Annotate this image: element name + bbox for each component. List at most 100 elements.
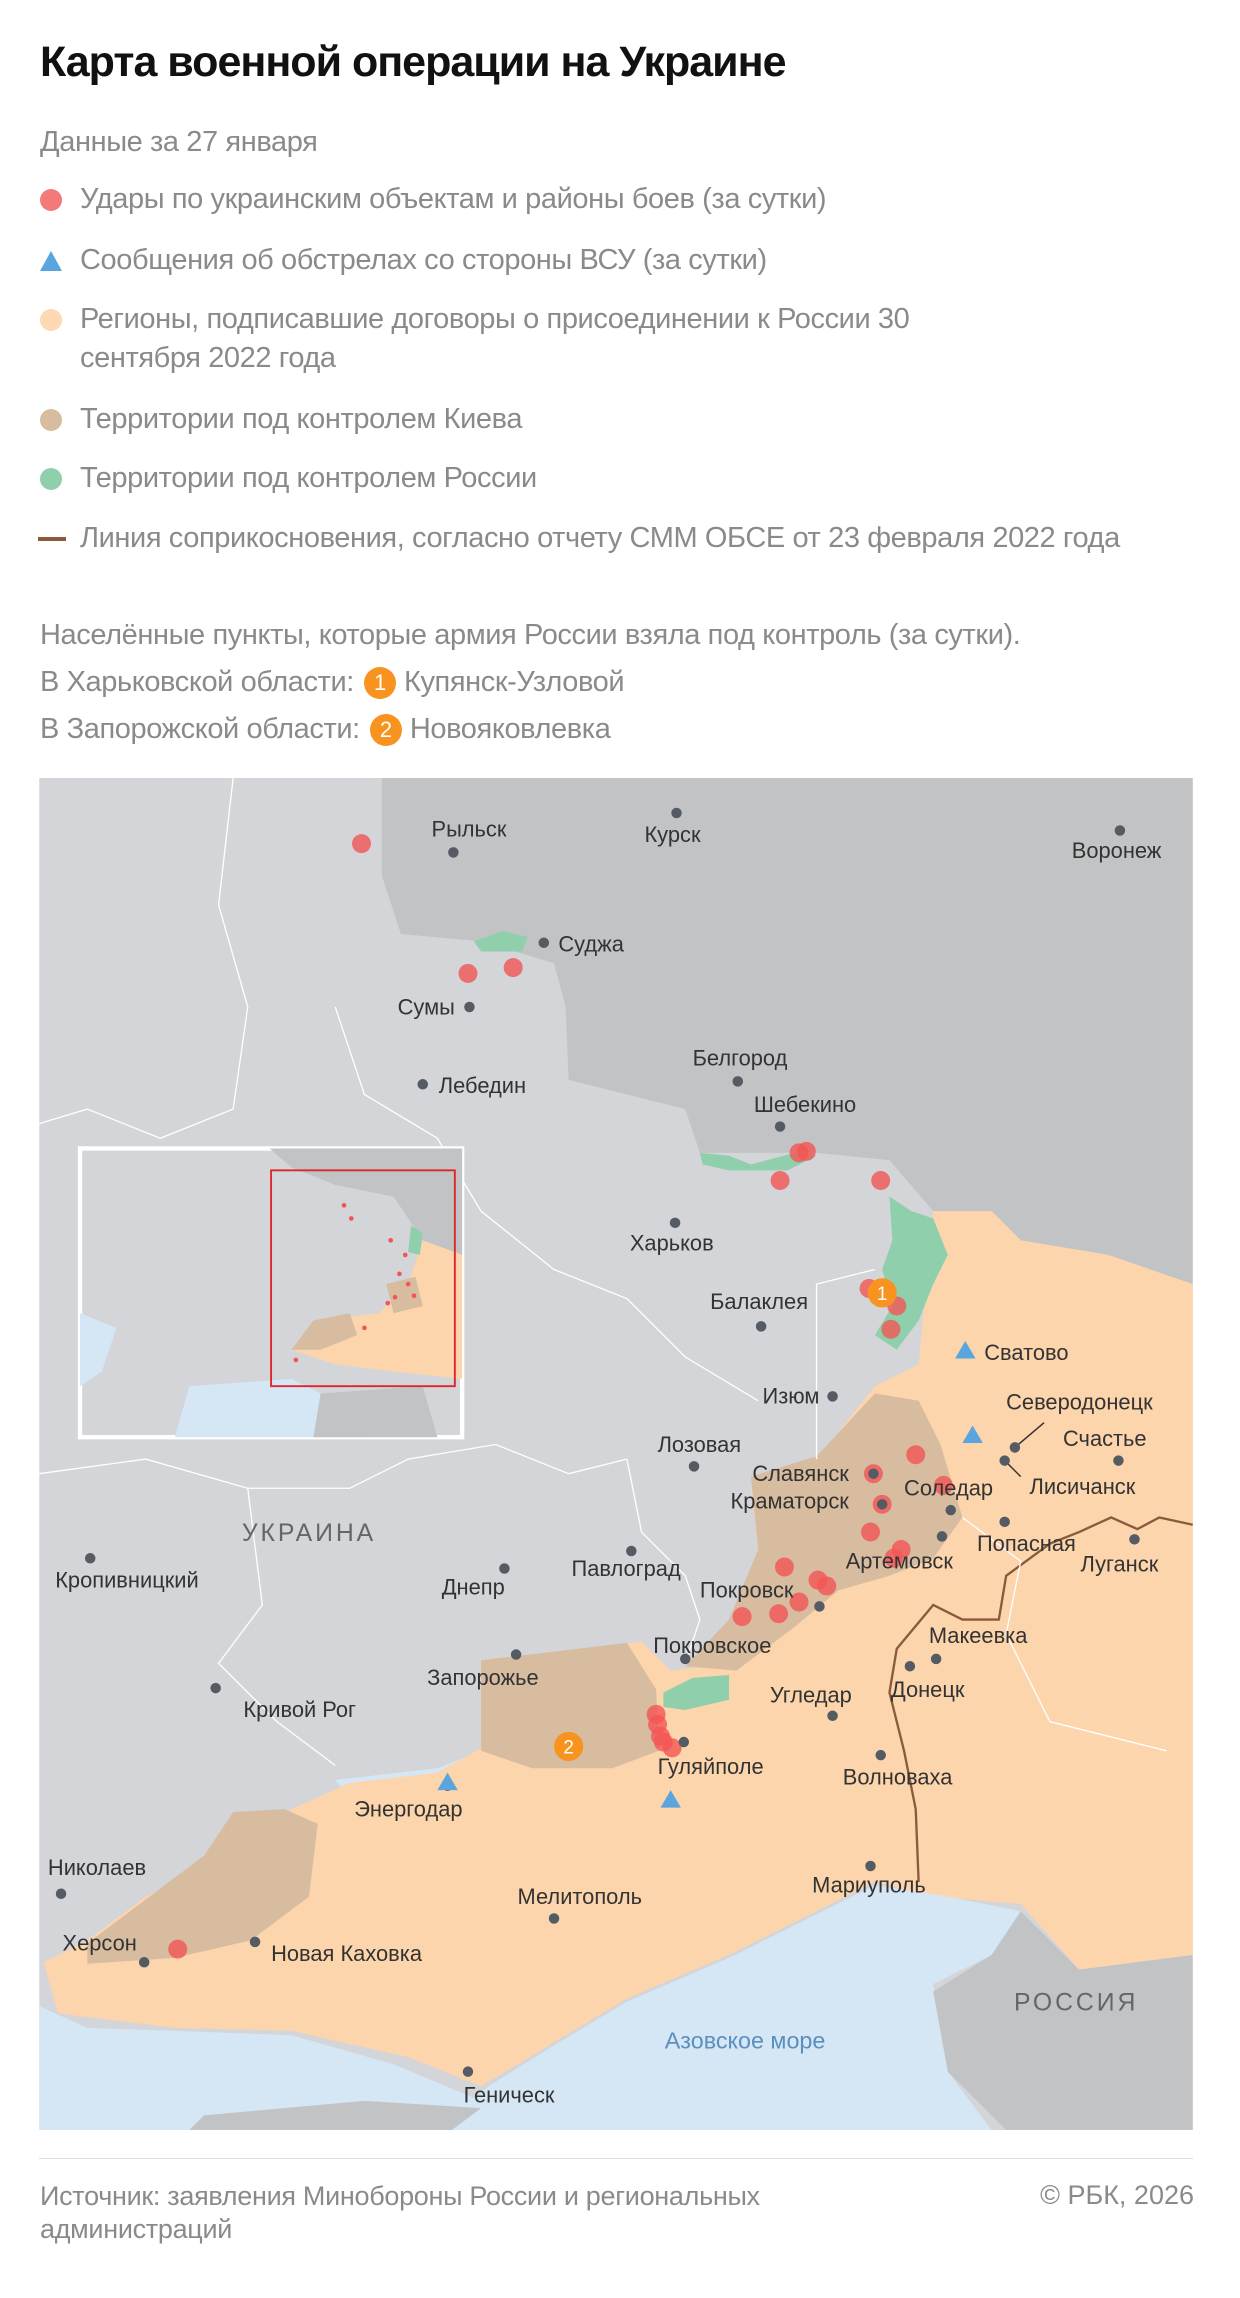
city-dot (669, 1217, 681, 1229)
strike-marker[interactable] (884, 1548, 904, 1568)
city-label[interactable]: Белгород (693, 1045, 788, 1070)
legend-kyiv: Территории под контролем Киева (40, 400, 1190, 439)
city-dot (827, 1710, 838, 1722)
city-label[interactable]: Суджа (558, 932, 624, 957)
city-dot (999, 1516, 1010, 1528)
city-label[interactable]: Мелитополь (518, 1884, 642, 1909)
city-label[interactable]: Мариуполь (812, 1872, 926, 1897)
city-label[interactable]: Воронеж (1072, 838, 1162, 863)
shelling-triangle[interactable] (660, 1790, 681, 1808)
inset-highlight-frame (270, 1169, 456, 1388)
city-label[interactable]: Николаев (48, 1855, 146, 1880)
leader-line (1014, 1422, 1045, 1448)
date-subtitle: Данные за 27 января (40, 126, 318, 158)
city-label[interactable]: Покровское (653, 1633, 771, 1658)
city-label[interactable]: Херсон (63, 1931, 137, 1956)
city-label[interactable]: Краматорск (730, 1489, 849, 1514)
strike-marker[interactable] (352, 834, 371, 854)
city-label[interactable]: Павлоград (572, 1556, 681, 1581)
russia-area (381, 778, 1193, 1285)
russia-east-area (933, 1911, 1193, 2130)
strike-marker[interactable] (861, 1522, 880, 1542)
region-borders (39, 778, 1167, 1766)
city-label[interactable]: Счастье (1063, 1426, 1147, 1451)
strike-marker[interactable] (503, 958, 523, 978)
city-dot (1114, 825, 1126, 836)
city-label[interactable]: Энергодар (354, 1796, 462, 1821)
city-dot (548, 1913, 560, 1924)
city-label[interactable]: Запорожье (427, 1665, 539, 1690)
city-label[interactable]: Макеевка (929, 1623, 1028, 1648)
shelling-triangle[interactable] (955, 1340, 976, 1359)
strike-marker[interactable] (774, 1557, 794, 1577)
city-label[interactable]: Северодонецк (1006, 1390, 1153, 1415)
city-dot (1113, 1455, 1124, 1466)
captured-marker[interactable] (867, 1278, 897, 1308)
city-label[interactable]: Покровск (700, 1578, 794, 1603)
strike-marker[interactable] (817, 1576, 837, 1596)
city-dot (814, 1601, 825, 1612)
captured-marker-number: 2 (563, 1738, 574, 1759)
russia-control-sudzha (473, 931, 528, 952)
shelling-triangle[interactable] (962, 1425, 983, 1444)
city-label[interactable]: Соледар (904, 1476, 993, 1501)
city-dot (499, 1563, 510, 1574)
legend-label: Регионы, подписавшие договоры о присоеди… (80, 303, 910, 374)
city-label[interactable]: Лисичанск (1029, 1474, 1135, 1499)
city-label[interactable]: Луганск (1081, 1551, 1159, 1576)
city-label[interactable]: Попасная (977, 1531, 1076, 1556)
inset-map (77, 1146, 465, 1440)
city-dot (688, 1461, 700, 1472)
kyiv-control-zaporizhzhia (481, 1642, 660, 1769)
city-label[interactable]: Рыльск (432, 816, 507, 841)
city-label[interactable]: Днепр (442, 1575, 505, 1600)
city-dot (868, 1468, 879, 1479)
strike-marker[interactable] (881, 1319, 901, 1339)
map[interactable]: Рыльск Курск Воронеж Суджа Сумы Лебедин Белгор… (39, 778, 1193, 2130)
city-label[interactable]: Курск (644, 822, 701, 847)
captured-marker-number: 1 (877, 1284, 888, 1305)
strike-marker[interactable] (662, 1738, 682, 1758)
strike-marker[interactable] (789, 1592, 809, 1612)
strike-marker[interactable] (933, 1475, 953, 1495)
city-label[interactable]: Донецк (891, 1677, 965, 1702)
azov-sea-label: Азовское море (665, 2027, 826, 2053)
legend-label: Сообщения об обстрелах со стороны ВСУ (з… (80, 244, 767, 276)
city-dot (876, 1499, 888, 1510)
city-label[interactable]: Изюм (763, 1384, 820, 1409)
strike-marker[interactable] (796, 1141, 816, 1161)
city-label[interactable]: Сумы (398, 994, 455, 1019)
shelling-triangle[interactable] (437, 1772, 458, 1791)
city-label[interactable]: Сватово (984, 1340, 1068, 1365)
strike-marker[interactable] (906, 1445, 926, 1465)
brown-circle-icon (40, 409, 62, 431)
city-dot (999, 1455, 1010, 1466)
city-label[interactable]: Артемовск (846, 1548, 954, 1573)
strike-marker[interactable] (770, 1171, 790, 1191)
city-label[interactable]: Новая Каховка (271, 1941, 423, 1966)
strike-marker[interactable] (732, 1607, 752, 1627)
city-label[interactable]: Геническ (464, 2082, 555, 2107)
city-label[interactable]: Угледар (770, 1683, 852, 1708)
city-label[interactable]: Шебекино (754, 1092, 856, 1117)
peach-circle-icon (40, 309, 62, 331)
city-label[interactable]: Лебедин (439, 1073, 526, 1098)
legend-russia: Территории под контролем России (40, 459, 1190, 498)
strike-marker[interactable] (769, 1604, 789, 1624)
legend-label: Территории под контролем Киева (80, 403, 523, 435)
city-label[interactable]: Кривой Рог (243, 1697, 356, 1722)
city-label[interactable]: Балаклея (710, 1289, 808, 1314)
city-label[interactable]: Лозовая (658, 1432, 742, 1457)
copyright: © РБК, 2026 (1040, 2180, 1194, 2210)
city-label[interactable]: Волноваха (843, 1764, 953, 1789)
city-label[interactable]: Гуляйполе (658, 1754, 764, 1779)
city-label[interactable]: Славянск (752, 1461, 849, 1486)
city-label[interactable]: Кропивницкий (55, 1567, 199, 1592)
strike-marker[interactable] (168, 1939, 188, 1959)
city-dot (865, 1860, 876, 1872)
strike-marker[interactable] (458, 963, 478, 983)
strike-marker[interactable] (871, 1171, 891, 1191)
city-label[interactable]: Харьков (630, 1231, 714, 1256)
captured-marker[interactable] (554, 1731, 584, 1762)
legend-contact-line: Линия соприкосновения, согласно отчету С… (38, 519, 1190, 558)
